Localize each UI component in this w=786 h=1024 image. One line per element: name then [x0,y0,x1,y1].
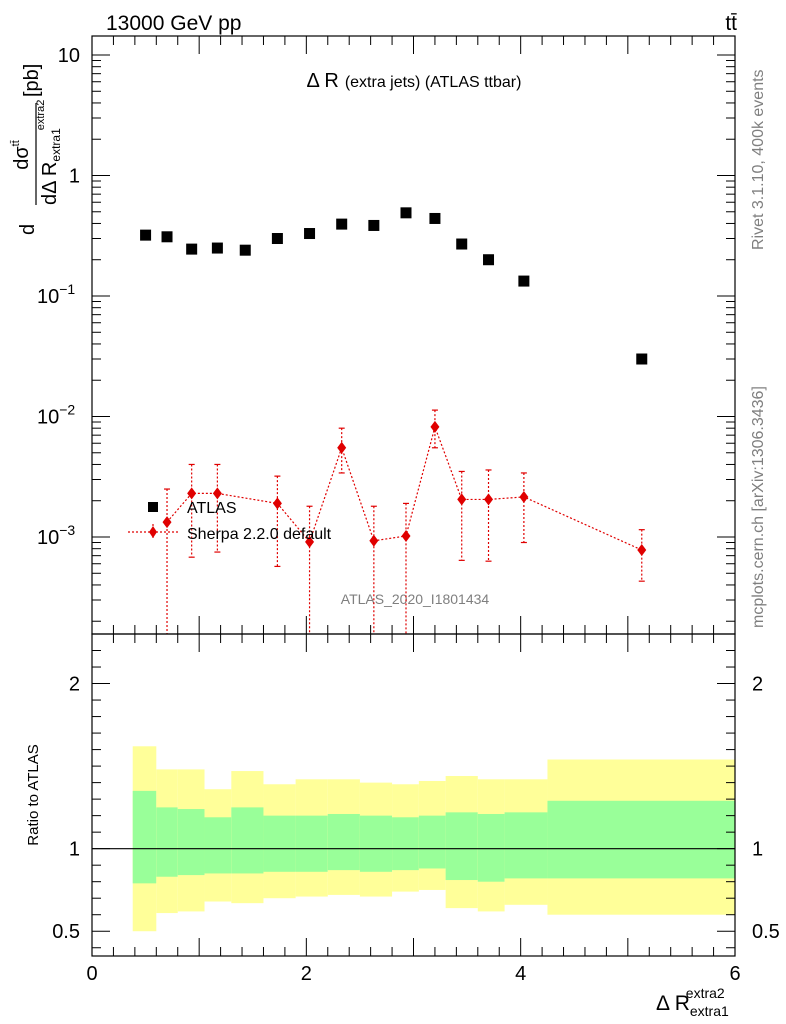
ratio-y-ticks: 0.5 0.5 1 1 2 2 [52,650,780,949]
sherpa-point [187,487,197,500]
atlas-point [186,243,198,255]
ratio-y-tick-label-right: 2 [752,674,763,696]
ratio-band-inner [295,815,328,872]
sherpa-point [457,493,467,506]
legend-sherpa-label: Sherpa 2.2.0 default [187,526,332,543]
ratio-band-inner [156,807,178,877]
sherpa-point [519,490,529,503]
ratio-band-inner [327,813,360,871]
main-y-tick-label: 10−1 [37,281,75,308]
ratio-y-axis-label: Ratio to ATLAS [25,744,42,845]
atlas-point [239,244,251,256]
sherpa-point [337,441,347,454]
main-frame [91,35,736,635]
sherpa-point [369,534,379,547]
ratio-band-inner [504,812,548,879]
series-sherpa [162,409,647,634]
atlas-point [483,254,495,266]
ratio-band-inner [204,817,232,874]
x-axis-label: Δ Rextra1extra2 [656,985,729,1019]
x-tick-label: 2 [301,963,312,985]
main-y-tick-label: 10−3 [37,522,75,549]
atlas-point [368,219,380,231]
analysis-watermark: ATLAS_2020_I1801434 [341,591,490,607]
atlas-point [211,242,223,254]
sherpa-point [272,497,282,510]
atlas-point [456,238,468,250]
sherpa-point [305,535,315,548]
site-label: mcplots.cern.ch [arXiv:1306.3436] [750,386,767,628]
ratio-y-tick-label-right: 0.5 [752,921,780,943]
atlas-point [304,228,316,240]
main-y-ticks: 10−3 10−2 10−1 1 10 [37,45,735,622]
main-y-tick-label: 10 [58,45,80,67]
x-tick-label: 0 [86,963,97,985]
main-x-ticks [91,36,736,634]
atlas-point [518,275,530,287]
sherpa-point [162,516,172,529]
ratio-band-inner [392,817,419,871]
sherpa-point [430,420,440,433]
energy-label: 13000 GeV pp [106,12,241,35]
ratio-band-inner [547,800,735,879]
legend-atlas-marker [148,502,158,512]
rivet-label: Rivet 3.1.10, 400k events [750,69,767,250]
plot-title-main: Δ R [307,70,339,92]
ratio-band-inner [359,815,393,872]
series-atlas [140,207,648,365]
ratio-bands [132,746,735,932]
ratio-y-tick-label: 2 [69,674,80,696]
atlas-point [636,353,648,365]
main-y-axis-label: d dσtt̄ dΔ Rextra1extra2 [pb] [10,64,63,235]
main-y-tick-label: 10−2 [37,402,75,429]
plot-title-sub: (extra jets) (ATLAS ttbar) [345,74,522,91]
svg-text:[pb]: [pb] [21,64,43,97]
svg-text:dΔ Rextra1extra2: dΔ Rextra1extra2 [35,100,63,205]
legend-atlas-label: ATLAS [187,500,237,517]
ratio-y-tick-label: 0.5 [52,921,80,943]
atlas-point [161,231,173,243]
svg-text:d: d [17,224,39,235]
ratio-band-inner [177,809,205,876]
ratio-y-tick-label: 1 [69,839,80,861]
sherpa-point [637,544,647,557]
sherpa-point [212,487,222,500]
atlas-point [271,233,283,245]
main-panel: 10−3 10−2 10−1 1 10 Δ R (extra jets) (ATLAS t… [37,35,736,635]
ratio-band-inner [477,813,505,882]
sherpa-point [484,493,494,506]
ratio-band-inner [263,815,296,872]
atlas-point [140,229,152,241]
legend-sherpa-marker [149,526,157,538]
svg-text:dσtt̄: dσtt̄ [10,140,33,170]
atlas-point [429,212,441,224]
sherpa-point [401,529,411,542]
ratio-band-inner [418,815,446,869]
ratio-band-inner [231,807,264,874]
x-tick-label: 6 [729,963,740,985]
process-label: tt̄ [725,12,737,35]
ratio-panel: 0.5 0.5 1 1 2 2 0 2 4 6 [52,633,780,985]
x-tick-label: 4 [515,963,526,985]
main-y-tick-label: 1 [69,166,80,188]
ratio-y-tick-label-right: 1 [752,839,763,861]
atlas-point [400,207,412,219]
legend: ATLAS Sherpa 2.2.0 default [128,500,332,543]
ratio-x-ticks: 0 2 4 6 [86,634,741,985]
plot-title: Δ R (extra jets) (ATLAS ttbar) [307,70,522,92]
ratio-band-inner [445,812,478,881]
atlas-point [336,218,348,230]
ratio-band-inner [132,790,157,884]
